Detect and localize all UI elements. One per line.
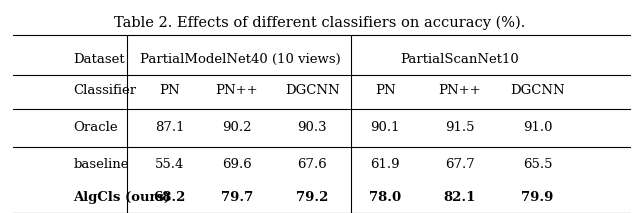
Text: 61.9: 61.9: [371, 157, 400, 171]
Text: 55.4: 55.4: [155, 157, 184, 171]
Text: 90.3: 90.3: [298, 121, 327, 134]
Text: 78.0: 78.0: [369, 190, 401, 204]
Text: DGCNN: DGCNN: [510, 84, 565, 97]
Text: Oracle: Oracle: [74, 121, 118, 134]
Text: 90.1: 90.1: [371, 121, 400, 134]
Text: 65.5: 65.5: [523, 157, 552, 171]
Text: 82.1: 82.1: [444, 190, 476, 204]
Text: 68.2: 68.2: [154, 190, 186, 204]
Text: 87.1: 87.1: [155, 121, 184, 134]
Text: 90.2: 90.2: [222, 121, 252, 134]
Text: 79.9: 79.9: [522, 190, 554, 204]
Text: PN++: PN++: [438, 84, 481, 97]
Text: Classifier: Classifier: [74, 84, 137, 97]
Text: PN: PN: [375, 84, 396, 97]
Text: Table 2. Effects of different classifiers on accuracy (%).: Table 2. Effects of different classifier…: [115, 15, 525, 30]
Text: 67.6: 67.6: [298, 157, 327, 171]
Text: PN++: PN++: [216, 84, 258, 97]
Text: 69.6: 69.6: [222, 157, 252, 171]
Text: DGCNN: DGCNN: [285, 84, 340, 97]
Text: Dataset: Dataset: [74, 53, 125, 66]
Text: 79.2: 79.2: [296, 190, 328, 204]
Text: 91.0: 91.0: [523, 121, 552, 134]
Text: PN: PN: [159, 84, 180, 97]
Text: AlgCls (ours): AlgCls (ours): [74, 190, 171, 204]
Text: PartialModelNet40 (10 views): PartialModelNet40 (10 views): [140, 53, 340, 66]
Text: 91.5: 91.5: [445, 121, 474, 134]
Text: 67.7: 67.7: [445, 157, 474, 171]
Text: PartialScanNet10: PartialScanNet10: [400, 53, 519, 66]
Text: baseline: baseline: [74, 157, 129, 171]
Text: 79.7: 79.7: [221, 190, 253, 204]
